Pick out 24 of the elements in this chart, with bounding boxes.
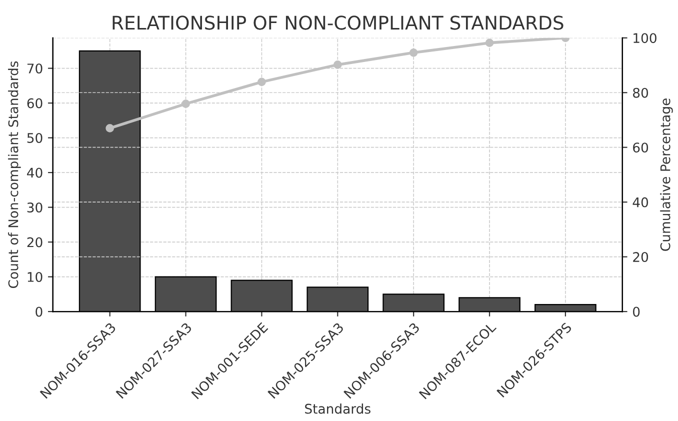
y2-tick-label: 60 (633, 142, 648, 153)
y-tick-label: 50 (27, 133, 42, 143)
y-tick-label: 10 (28, 272, 42, 282)
y-tick-label: 20 (27, 237, 42, 248)
y2-axis-title: Cumulative Percentage (660, 98, 673, 251)
point (258, 78, 266, 86)
point (409, 48, 418, 57)
y2-tick-label: 20 (633, 252, 648, 262)
y-axis-title: Count of Non-compliant Standards (8, 61, 21, 288)
x-axis-title: Standards (305, 404, 370, 414)
y-tick-label: 0 (36, 306, 42, 317)
y2-tick-label: 40 (632, 197, 648, 208)
point (485, 38, 494, 47)
y2-tick-label: 100 (634, 33, 656, 44)
chart-title: RELATIONSHIP OF NON-COMPLIANT STANDARDS (112, 16, 564, 30)
y-tick-label: 40 (27, 168, 42, 178)
point (106, 124, 114, 132)
point (333, 60, 342, 69)
y2-tick-label: 80 (633, 88, 648, 98)
y-tick-label: 60 (27, 98, 42, 108)
y2-tick-label: 0 (632, 306, 640, 317)
point (182, 100, 190, 108)
y-tick-label: 70 (27, 64, 42, 74)
y-tick-label: 30 (27, 202, 42, 212)
